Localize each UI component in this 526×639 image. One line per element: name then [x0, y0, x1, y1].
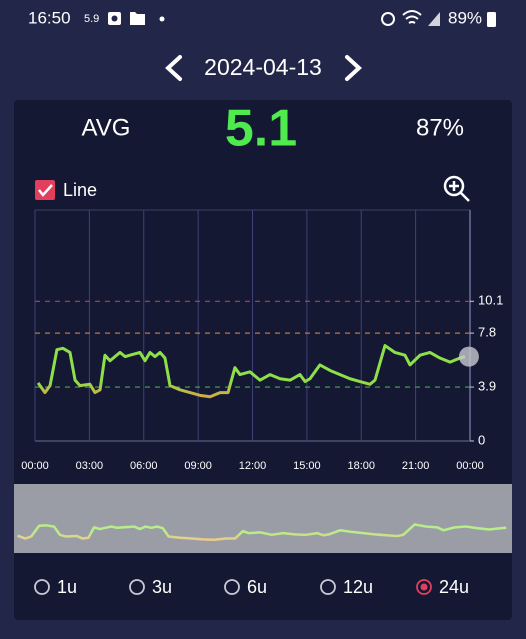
cursor-handle[interactable] — [458, 346, 479, 367]
radio-dot — [420, 583, 428, 591]
zoom-icon — [443, 175, 465, 197]
checkbox[interactable] — [35, 180, 55, 200]
date: 2024-04-13 — [204, 54, 322, 80]
wifi-icon — [402, 10, 422, 24]
range-label: 1u — [57, 577, 77, 597]
avg-label: AVG — [82, 114, 131, 141]
checkmark — [38, 184, 53, 197]
overview-line — [17, 523, 507, 542]
range-selector: 1u 3u 6u 12u 24u — [34, 577, 469, 597]
zoom-icon-lines — [449, 181, 470, 202]
y-tick-label: 0 — [478, 432, 485, 447]
range-label: 12u — [343, 577, 373, 597]
plot: 00:00 03:00 06:00 09:00 12:00 15:00 18:00 21:00… — [21, 209, 503, 472]
range-option[interactable]: 12u — [320, 577, 373, 597]
x-tick-label: 00:00 — [456, 460, 484, 472]
x-tick-label: 12:00 — [239, 460, 267, 472]
alarm-icon — [381, 12, 395, 26]
x-tick-label: 03:00 — [76, 460, 104, 472]
next-day[interactable] — [345, 55, 362, 81]
battery-icon — [487, 12, 496, 27]
avg-value: 5.1 — [225, 100, 297, 158]
prev-day[interactable] — [165, 55, 182, 81]
signal-icon — [428, 12, 440, 26]
toggle-label: Line — [63, 180, 97, 200]
range-option[interactable]: 3u — [129, 577, 172, 597]
dot-icon — [159, 16, 165, 22]
overview-pane[interactable] — [14, 484, 512, 553]
range-label: 24u — [439, 577, 469, 597]
radio — [224, 579, 240, 595]
x-tick-label: 09:00 — [184, 460, 212, 472]
status-time: 16:50 — [28, 8, 71, 27]
zoom-button[interactable] — [443, 175, 470, 202]
in-range: 87% — [416, 114, 464, 141]
y-tick-label: 3.9 — [478, 378, 496, 393]
range-label: 3u — [152, 577, 172, 597]
x-tick-label: 06:00 — [130, 460, 158, 472]
range-option[interactable]: 1u — [34, 577, 77, 597]
status-icon — [111, 15, 118, 22]
y-tick-label: 10.1 — [478, 293, 503, 308]
range-option[interactable]: 6u — [224, 577, 267, 597]
radio — [34, 579, 50, 595]
x-tick-label: 21:00 — [402, 460, 430, 472]
radio — [320, 579, 336, 595]
status-indicator: 5.9 — [84, 13, 99, 25]
range-option[interactable]: 24u — [416, 577, 469, 597]
y-tick-label: 7.8 — [478, 325, 496, 340]
x-tick-label: 15:00 — [293, 460, 321, 472]
x-tick-label: 00:00 — [21, 460, 49, 472]
radio — [416, 579, 432, 595]
battery-text: 89% — [448, 8, 482, 27]
folder-icon — [130, 12, 145, 25]
line-toggle[interactable]: Line — [35, 180, 97, 200]
x-tick-label: 18:00 — [347, 460, 375, 472]
radio — [129, 579, 145, 595]
range-label: 6u — [247, 577, 267, 597]
overview — [17, 523, 507, 542]
data-line — [36, 344, 466, 399]
